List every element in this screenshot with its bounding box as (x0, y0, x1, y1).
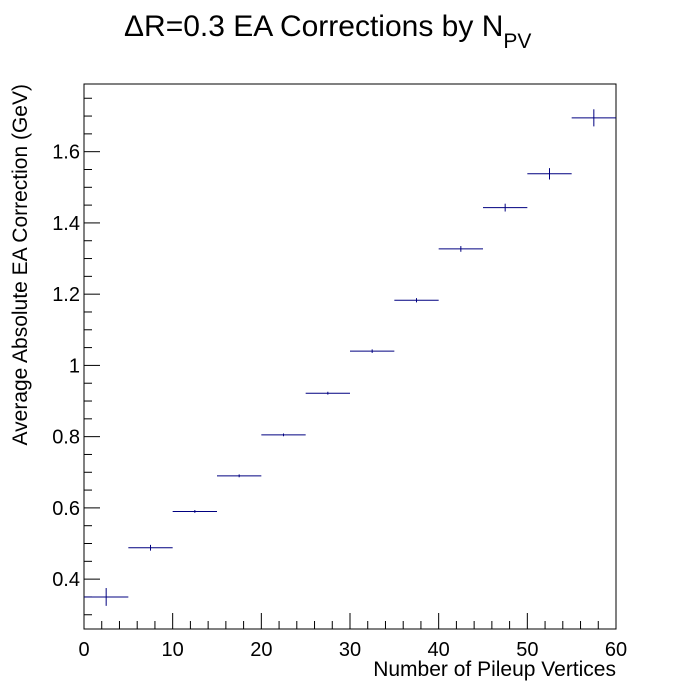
x-tick-label: 10 (162, 639, 184, 661)
data-point (394, 298, 439, 303)
chart-title: ΔR=0.3 EA Corrections by NPV (124, 10, 531, 53)
data-point (128, 544, 173, 551)
y-tick-label: 1 (69, 355, 80, 377)
y-tick-label: 0.6 (52, 498, 80, 520)
y-axis-tick-labels: 0.4 0.6 0.8 1 1.2 1.4 1.6 (52, 142, 80, 591)
y-tick-label: 0.4 (52, 569, 80, 591)
data-point (483, 203, 528, 212)
x-axis-ticks (83, 613, 617, 629)
data-point (305, 391, 350, 395)
x-axis-tick-labels: 0 10 20 30 40 50 60 (78, 639, 627, 661)
chart-title-main: ΔR=0.3 EA Corrections by N (124, 10, 503, 43)
data-point (350, 349, 395, 353)
x-axis-label: Number of Pileup Vertices (373, 658, 616, 681)
x-tick-label: 40 (428, 639, 450, 661)
data-point (172, 510, 217, 513)
y-tick-label: 1.2 (52, 284, 80, 306)
y-tick-label: 1.4 (52, 213, 80, 235)
plot-frame (83, 83, 617, 630)
x-tick-label: 30 (339, 639, 361, 661)
x-tick-label: 60 (605, 639, 627, 661)
data-point (217, 474, 262, 478)
x-tick-label: 20 (250, 639, 272, 661)
data-point (438, 246, 483, 252)
x-tick-label: 0 (78, 639, 89, 661)
data-point (84, 588, 129, 606)
data-points (84, 109, 616, 606)
data-point (571, 109, 616, 127)
y-tick-label: 0.8 (52, 427, 80, 449)
data-point (261, 433, 306, 437)
y-tick-label: 1.6 (52, 142, 80, 164)
data-point (527, 168, 572, 180)
x-tick-label: 50 (516, 639, 538, 661)
y-axis-label: Average Absolute EA Correction (GeV) (9, 84, 32, 445)
chart-title-subscript: PV (503, 30, 531, 53)
y-axis-ticks (84, 97, 100, 616)
